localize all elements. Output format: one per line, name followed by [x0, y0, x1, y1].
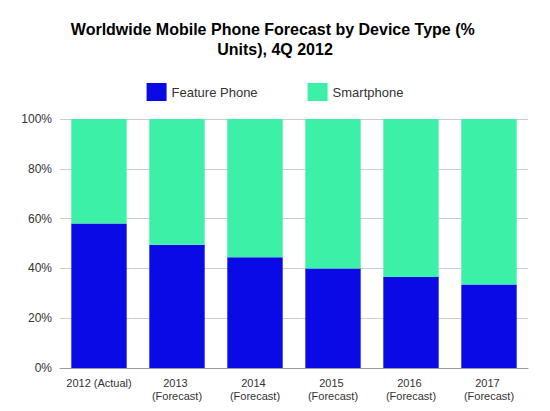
- svg-text:(Forecast): (Forecast): [152, 390, 202, 402]
- svg-text:60%: 60%: [28, 212, 52, 226]
- svg-text:2017: 2017: [475, 377, 503, 389]
- svg-text:2013: 2013: [163, 377, 191, 389]
- svg-text:40%: 40%: [28, 261, 52, 275]
- svg-text:2012 (Actual): 2012 (Actual): [66, 377, 131, 389]
- svg-text:Smartphone: Smartphone: [333, 85, 404, 100]
- svg-text:0%: 0%: [35, 361, 53, 375]
- svg-text:2015: 2015: [319, 377, 347, 389]
- svg-text:2014: 2014: [241, 377, 269, 389]
- svg-text:(Forecast): (Forecast): [230, 390, 280, 402]
- svg-text:(Forecast): (Forecast): [386, 390, 436, 402]
- svg-text:80%: 80%: [28, 162, 52, 176]
- svg-text:Feature Phone: Feature Phone: [172, 85, 258, 100]
- svg-text:20%: 20%: [28, 311, 52, 325]
- svg-text:Units), 4Q 2012: Units), 4Q 2012: [217, 41, 333, 58]
- svg-text:2016: 2016: [397, 377, 425, 389]
- svg-text:100%: 100%: [21, 112, 52, 126]
- svg-text:(Forecast): (Forecast): [308, 390, 358, 402]
- svg-text:(Forecast): (Forecast): [464, 390, 514, 402]
- svg-text:Worldwide Mobile Phone Forecas: Worldwide Mobile Phone Forecast by Devic…: [71, 21, 479, 38]
